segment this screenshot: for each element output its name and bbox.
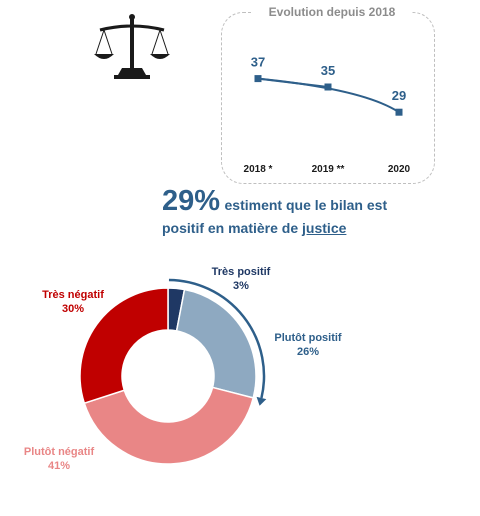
x-tick-label-1: 2019 ** (312, 164, 345, 175)
data-label-1: 35 (321, 63, 335, 78)
evolution-line-chart: 37 2018 * 35 2019 ** 29 2020 (244, 55, 411, 175)
headline-keyword: justice (302, 220, 347, 236)
label-plutot-negatif-value: 41% (47, 460, 71, 472)
data-point-1 (324, 83, 332, 91)
label-plutot-positif-name: Plutôt positif (274, 332, 342, 344)
label-plutot-negatif: Plutôt négatif 41% (4, 445, 114, 473)
data-label-0: 37 (251, 55, 265, 70)
x-tick-label-0: 2018 * (244, 164, 273, 175)
headline-text-part2: positif en matière de (162, 220, 299, 236)
headline-text-part1: estiment que le bilan est (224, 197, 388, 213)
series-line-segment (257, 77, 329, 88)
label-plutot-positif-value: 26% (296, 346, 320, 358)
label-plutot-positif: Plutôt positif 26% (258, 331, 358, 359)
evolution-title: Evolution depuis 2018 (253, 5, 411, 19)
donut-slice-1 (175, 288, 257, 399)
label-tres-positif-value: 3% (233, 280, 249, 292)
label-plutot-negatif-name: Plutôt négatif (23, 446, 95, 458)
positive-arrow-arc (168, 278, 266, 399)
data-point-0 (254, 75, 262, 83)
donut-chart (79, 278, 267, 465)
headline-percent: 29% (162, 185, 221, 217)
headline: 29% estiment que le bilan est positif en… (162, 185, 462, 236)
data-label-2: 29 (392, 88, 406, 103)
label-tres-positif: Très positif 3% (196, 265, 286, 293)
data-point-2 (395, 108, 403, 116)
donut-slice-2 (83, 386, 255, 465)
label-tres-positif-name: Très positif (211, 266, 271, 278)
label-tres-negatif-value: 30% (61, 303, 85, 315)
label-tres-negatif-name: Très négatif (42, 289, 104, 301)
positive-arrow-head (256, 396, 267, 406)
label-tres-negatif: Très négatif 30% (28, 288, 118, 316)
scales-of-justice-icon (94, 14, 170, 79)
donut-slice-3 (79, 287, 169, 405)
x-tick-label-2: 2020 (388, 164, 411, 175)
